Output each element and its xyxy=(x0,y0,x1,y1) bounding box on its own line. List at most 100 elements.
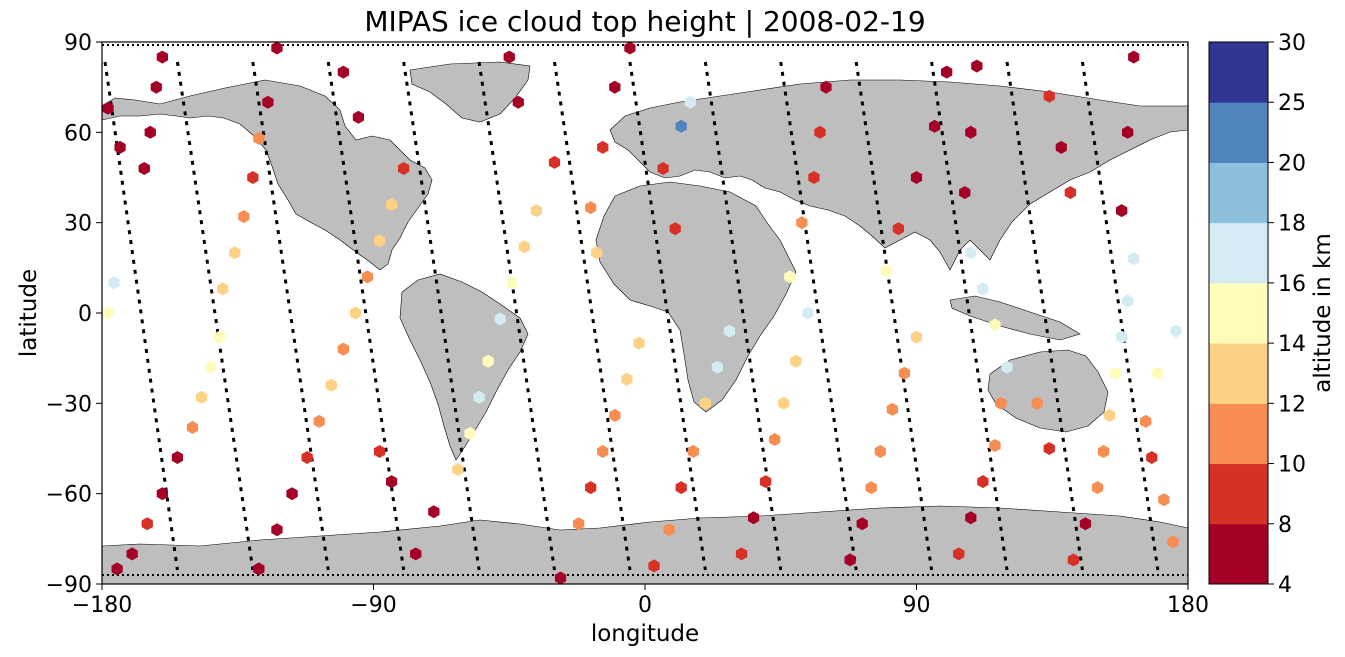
cloud-marker xyxy=(929,119,941,133)
cloud-marker xyxy=(971,59,983,73)
cloud-marker xyxy=(910,171,923,184)
cloud-marker xyxy=(796,216,808,230)
cloud-marker xyxy=(398,162,410,175)
cloud-marker xyxy=(386,198,398,212)
cloud-marker xyxy=(573,517,585,531)
cloud-marker xyxy=(108,276,120,290)
cloud-marker xyxy=(238,210,250,224)
cloud-marker xyxy=(1097,445,1110,458)
cloud-marker xyxy=(1170,324,1182,338)
orbit-track xyxy=(1080,61,1160,571)
orbit-track xyxy=(703,61,783,571)
y-tick-label: −90 xyxy=(46,573,92,598)
cloud-marker xyxy=(892,222,904,236)
cloud-marker xyxy=(195,390,208,404)
orbit-track xyxy=(326,61,406,571)
cloud-marker xyxy=(325,378,337,392)
orbit-track xyxy=(1005,61,1084,571)
land-layer xyxy=(102,61,1188,584)
colorbar-segment xyxy=(1209,102,1268,163)
colorbar-segment xyxy=(1209,282,1268,344)
cloud-marker xyxy=(271,42,283,55)
y-tick-label: 60 xyxy=(64,121,92,146)
colorbar-label: altitude in km xyxy=(1310,233,1336,393)
cloud-marker xyxy=(585,481,597,495)
cloud-marker xyxy=(880,264,892,278)
cloud-marker xyxy=(1167,535,1179,549)
cloud-marker xyxy=(337,342,349,356)
colorbar-segment xyxy=(1209,403,1268,465)
x-tick-label: 0 xyxy=(638,593,652,618)
cloud-marker xyxy=(1079,517,1092,531)
cloud-marker xyxy=(150,80,162,94)
cloud-marker xyxy=(452,463,464,477)
cloud-marker xyxy=(965,246,977,260)
cloud-marker xyxy=(748,511,760,525)
cloud-marker xyxy=(675,481,687,495)
cloud-marker xyxy=(609,80,621,94)
africa-landmass xyxy=(595,181,797,413)
cloud-marker xyxy=(1158,493,1170,507)
y-tick-label: −30 xyxy=(46,392,92,417)
orbit-track xyxy=(779,61,858,571)
cloud-marker xyxy=(1055,140,1067,154)
cloud-marker xyxy=(186,420,199,434)
cloud-marker xyxy=(865,481,877,495)
cloud-marker xyxy=(1067,553,1079,567)
cloud-marker xyxy=(253,131,265,145)
cloud-marker xyxy=(910,330,923,344)
cloud-marker xyxy=(530,204,542,218)
cloud-marker xyxy=(856,517,868,531)
eurasia-landmass xyxy=(609,79,1188,271)
colorbar-segment xyxy=(1209,523,1268,585)
y-axis-label: latitude xyxy=(16,269,42,357)
cloud-marker xyxy=(648,559,660,573)
cloud-marker xyxy=(597,140,609,154)
orbit-track xyxy=(175,61,255,571)
cloud-marker xyxy=(349,306,361,320)
colorbar xyxy=(1209,42,1268,585)
colorbar-segment xyxy=(1209,343,1268,404)
cloud-marker xyxy=(624,42,636,55)
south-america-landmass xyxy=(399,273,529,461)
cloud-marker xyxy=(609,408,621,422)
cloud-marker xyxy=(313,414,325,428)
cloud-marker xyxy=(352,110,364,124)
colorbar-segment xyxy=(1209,222,1268,284)
orbit-track xyxy=(402,61,481,571)
north-america-landmass xyxy=(102,79,433,271)
cloud-marker xyxy=(548,155,561,169)
cloud-marker xyxy=(953,547,965,561)
orbit-track xyxy=(251,61,330,571)
colorbar-segment xyxy=(1209,42,1268,103)
x-tick-label: 180 xyxy=(1167,593,1209,618)
cloud-marker xyxy=(494,312,506,326)
colorbar-segment xyxy=(1209,463,1268,525)
cloud-marker xyxy=(995,396,1007,410)
orbit-track-layer xyxy=(102,44,1188,576)
x-axis: −180 −90 0 90 180 xyxy=(72,584,1209,618)
cloud-marker xyxy=(126,547,138,561)
cloud-marker xyxy=(989,318,1001,332)
cloud-marker xyxy=(723,324,736,338)
cloud-marker xyxy=(171,451,183,464)
cloud-marker xyxy=(506,276,518,290)
cloud-marker xyxy=(784,270,796,284)
cloud-marker xyxy=(965,125,977,139)
y-tick-label: 0 xyxy=(78,302,92,327)
y-tick-label: 30 xyxy=(64,212,92,237)
cloud-marker xyxy=(1091,481,1104,495)
cloud-marker xyxy=(1031,396,1043,410)
cloud-marker xyxy=(675,119,687,133)
cloud-marker xyxy=(1064,186,1076,200)
cloud-marker xyxy=(1146,451,1158,464)
cloud-marker xyxy=(1116,204,1128,218)
cloud-marker xyxy=(820,80,832,94)
cloud-marker xyxy=(711,360,723,374)
cloud-marker xyxy=(657,162,669,175)
cloud-marker xyxy=(790,354,802,368)
cloud-marker xyxy=(989,439,1001,452)
cloud-marker xyxy=(1140,414,1152,428)
cloud-marker xyxy=(1110,366,1122,380)
